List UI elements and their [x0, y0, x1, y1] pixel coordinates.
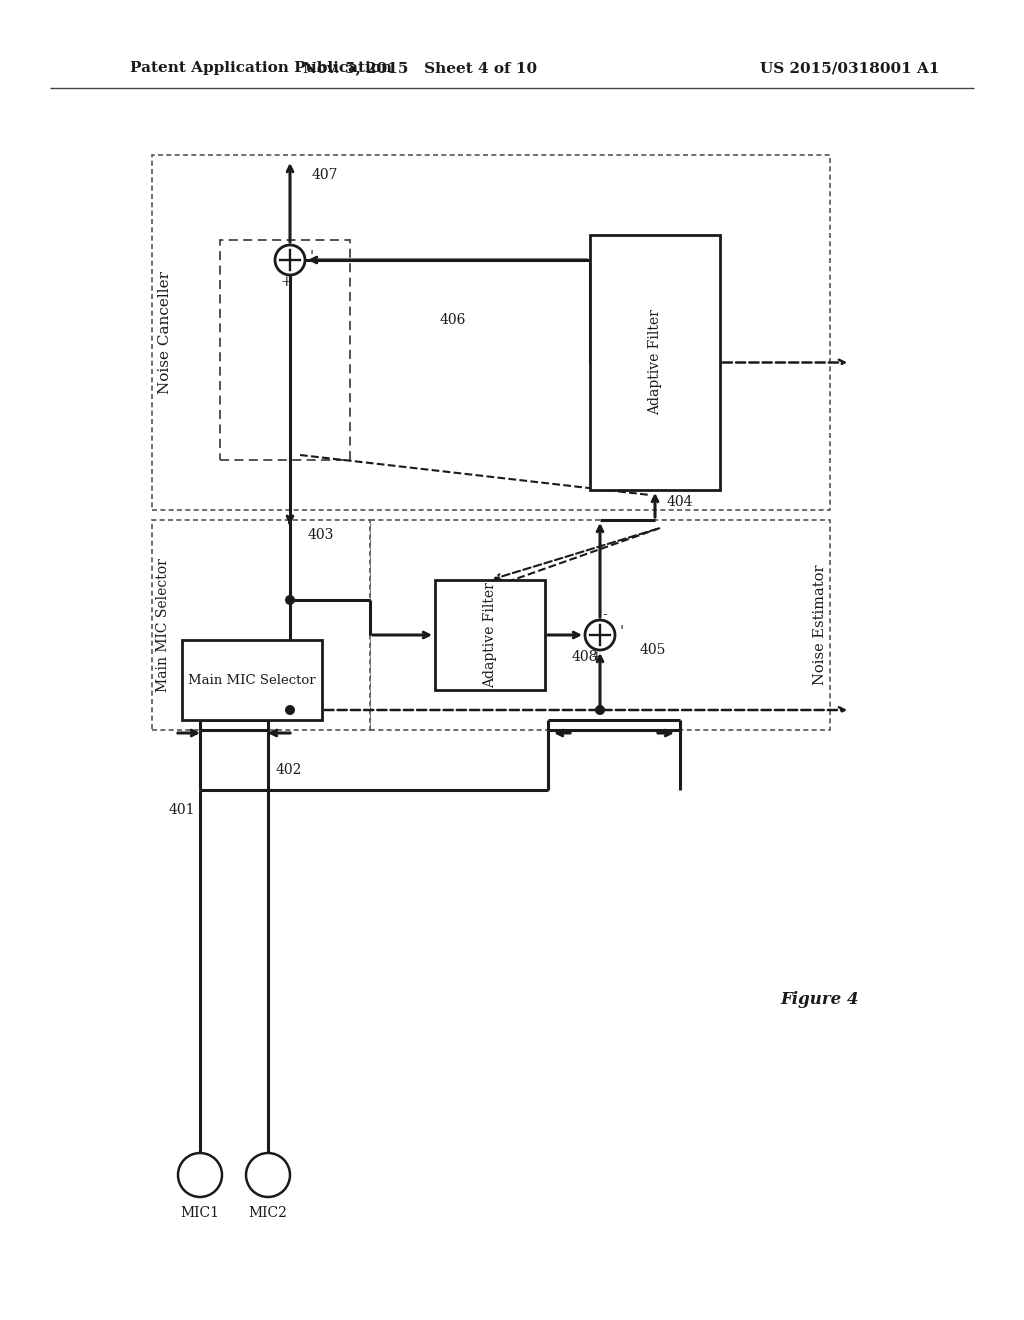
Circle shape [178, 1152, 222, 1197]
Bar [182, 640, 322, 719]
Circle shape [285, 705, 295, 715]
Circle shape [246, 1152, 290, 1197]
Text: 408: 408 [572, 649, 598, 664]
Text: Adaptive Filter: Adaptive Filter [483, 582, 497, 688]
Text: Noise Canceller: Noise Canceller [158, 271, 172, 393]
Bar [220, 240, 350, 459]
Text: ': ' [310, 249, 314, 264]
Text: 403: 403 [308, 528, 335, 543]
Text: Figure 4: Figure 4 [780, 991, 859, 1008]
Text: -: - [603, 609, 607, 622]
Bar [590, 235, 720, 490]
Text: Nov. 5, 2015   Sheet 4 of 10: Nov. 5, 2015 Sheet 4 of 10 [303, 61, 537, 75]
Text: ': ' [620, 624, 624, 639]
Text: Patent Application Publication: Patent Application Publication [130, 61, 392, 75]
Text: Main MIC Selector: Main MIC Selector [156, 558, 170, 692]
Text: +: + [590, 649, 602, 664]
Circle shape [275, 246, 305, 275]
Circle shape [595, 705, 605, 715]
Bar [370, 520, 830, 730]
Text: US 2015/0318001 A1: US 2015/0318001 A1 [760, 61, 939, 75]
Circle shape [585, 620, 615, 649]
Text: 405: 405 [640, 643, 667, 657]
Text: 402: 402 [276, 763, 302, 777]
Bar [152, 520, 370, 730]
Bar [152, 154, 830, 510]
Text: Noise Estimator: Noise Estimator [813, 565, 827, 685]
Text: 406: 406 [440, 313, 466, 327]
Circle shape [285, 595, 295, 605]
Text: 401: 401 [169, 803, 195, 817]
Text: 407: 407 [312, 168, 339, 182]
Text: 404: 404 [667, 495, 693, 510]
Bar [435, 579, 545, 690]
Text: Main MIC Selector: Main MIC Selector [188, 673, 315, 686]
Text: MIC2: MIC2 [249, 1206, 288, 1220]
Text: Adaptive Filter: Adaptive Filter [648, 310, 662, 416]
Text: +: + [281, 275, 292, 289]
Text: MIC1: MIC1 [180, 1206, 219, 1220]
